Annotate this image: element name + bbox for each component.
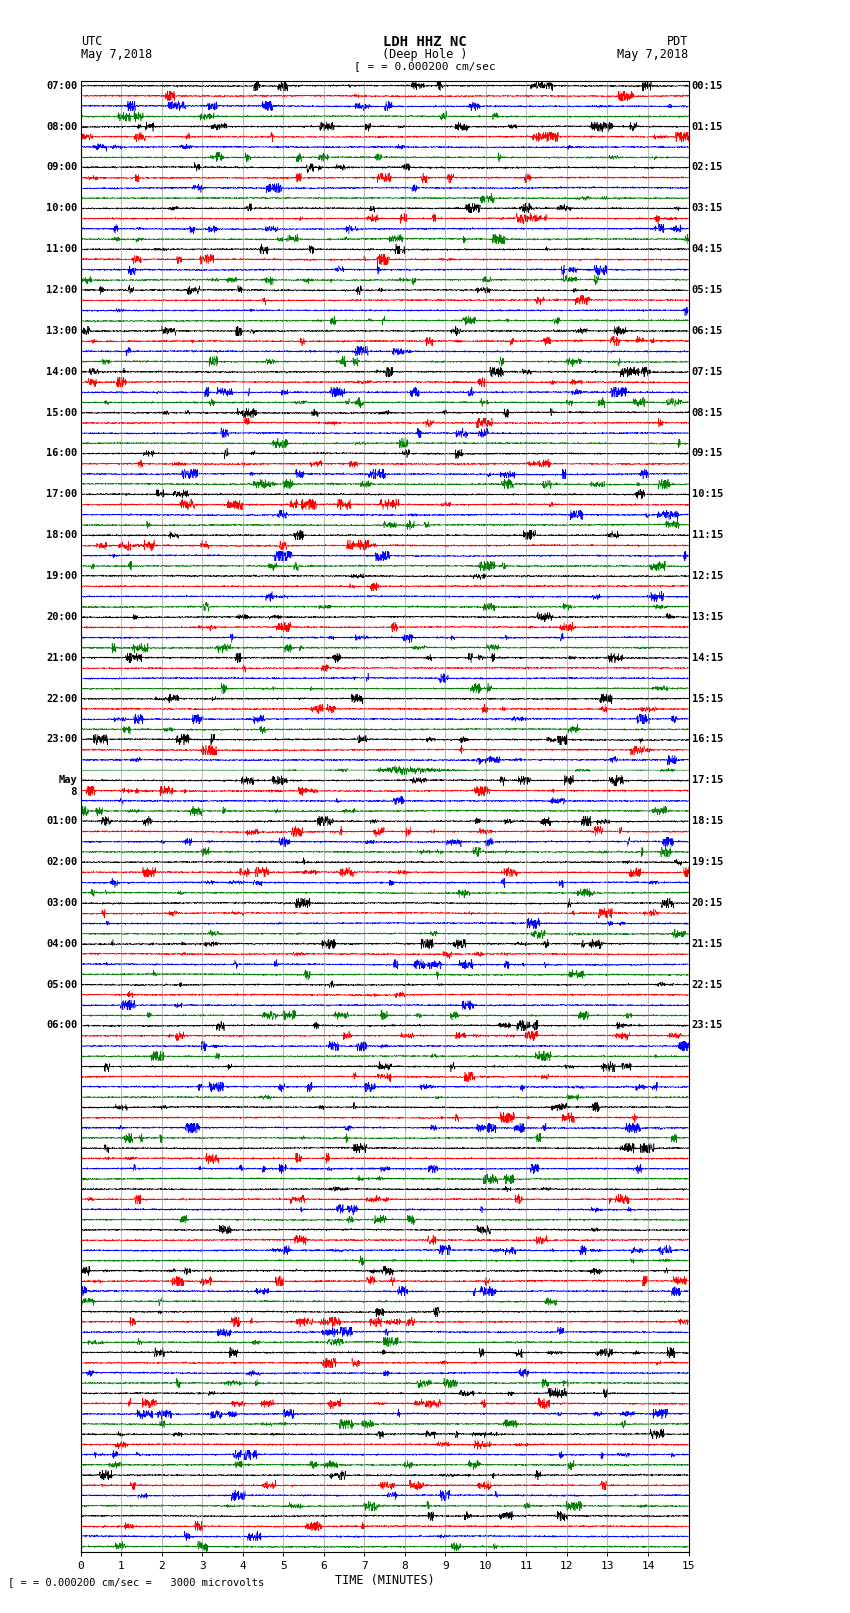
- Text: 04:15: 04:15: [692, 244, 722, 255]
- Text: 13:00: 13:00: [47, 326, 77, 336]
- Text: 02:00: 02:00: [47, 857, 77, 868]
- Text: 17:00: 17:00: [47, 489, 77, 500]
- Text: 13:15: 13:15: [692, 611, 722, 623]
- Text: 05:00: 05:00: [47, 979, 77, 990]
- Text: May 7,2018: May 7,2018: [81, 48, 152, 61]
- Text: [ = = 0.000200 cm/sec =   3000 microvolts: [ = = 0.000200 cm/sec = 3000 microvolts: [8, 1578, 264, 1587]
- Text: 10:15: 10:15: [692, 489, 722, 500]
- Text: 11:15: 11:15: [692, 531, 722, 540]
- Text: 20:15: 20:15: [692, 898, 722, 908]
- Text: 23:00: 23:00: [47, 734, 77, 745]
- Text: 22:00: 22:00: [47, 694, 77, 703]
- Text: 14:15: 14:15: [692, 653, 722, 663]
- Text: 22:15: 22:15: [692, 979, 722, 990]
- Text: 23:15: 23:15: [692, 1021, 722, 1031]
- Text: 12:15: 12:15: [692, 571, 722, 581]
- Text: 07:15: 07:15: [692, 366, 722, 377]
- Text: May 7,2018: May 7,2018: [617, 48, 689, 61]
- Text: 15:15: 15:15: [692, 694, 722, 703]
- Text: 16:15: 16:15: [692, 734, 722, 745]
- Text: 06:15: 06:15: [692, 326, 722, 336]
- Text: 15:00: 15:00: [47, 408, 77, 418]
- Text: 09:00: 09:00: [47, 163, 77, 173]
- Text: 03:15: 03:15: [692, 203, 722, 213]
- Text: 16:00: 16:00: [47, 448, 77, 458]
- Text: 19:15: 19:15: [692, 857, 722, 868]
- Text: 07:00: 07:00: [47, 81, 77, 90]
- Text: 00:15: 00:15: [692, 81, 722, 90]
- Text: 21:15: 21:15: [692, 939, 722, 948]
- Text: 03:00: 03:00: [47, 898, 77, 908]
- Text: 08:00: 08:00: [47, 121, 77, 132]
- Text: 12:00: 12:00: [47, 286, 77, 295]
- Text: 11:00: 11:00: [47, 244, 77, 255]
- Text: LDH HHZ NC: LDH HHZ NC: [383, 35, 467, 50]
- Text: 14:00: 14:00: [47, 366, 77, 377]
- Text: 01:15: 01:15: [692, 121, 722, 132]
- Text: 18:00: 18:00: [47, 531, 77, 540]
- Text: (Deep Hole ): (Deep Hole ): [382, 48, 468, 61]
- Text: 20:00: 20:00: [47, 611, 77, 623]
- Text: 01:00: 01:00: [47, 816, 77, 826]
- Text: 18:15: 18:15: [692, 816, 722, 826]
- Text: 19:00: 19:00: [47, 571, 77, 581]
- Text: 08:15: 08:15: [692, 408, 722, 418]
- Text: 10:00: 10:00: [47, 203, 77, 213]
- Text: May
 8: May 8: [59, 776, 77, 797]
- Text: [ = = 0.000200 cm/sec: [ = = 0.000200 cm/sec: [354, 61, 496, 71]
- Text: 09:15: 09:15: [692, 448, 722, 458]
- Text: 17:15: 17:15: [692, 776, 722, 786]
- Text: 05:15: 05:15: [692, 286, 722, 295]
- Text: PDT: PDT: [667, 35, 688, 48]
- X-axis label: TIME (MINUTES): TIME (MINUTES): [335, 1574, 434, 1587]
- Text: 06:00: 06:00: [47, 1021, 77, 1031]
- Text: 21:00: 21:00: [47, 653, 77, 663]
- Text: 02:15: 02:15: [692, 163, 722, 173]
- Text: UTC: UTC: [81, 35, 102, 48]
- Text: 04:00: 04:00: [47, 939, 77, 948]
